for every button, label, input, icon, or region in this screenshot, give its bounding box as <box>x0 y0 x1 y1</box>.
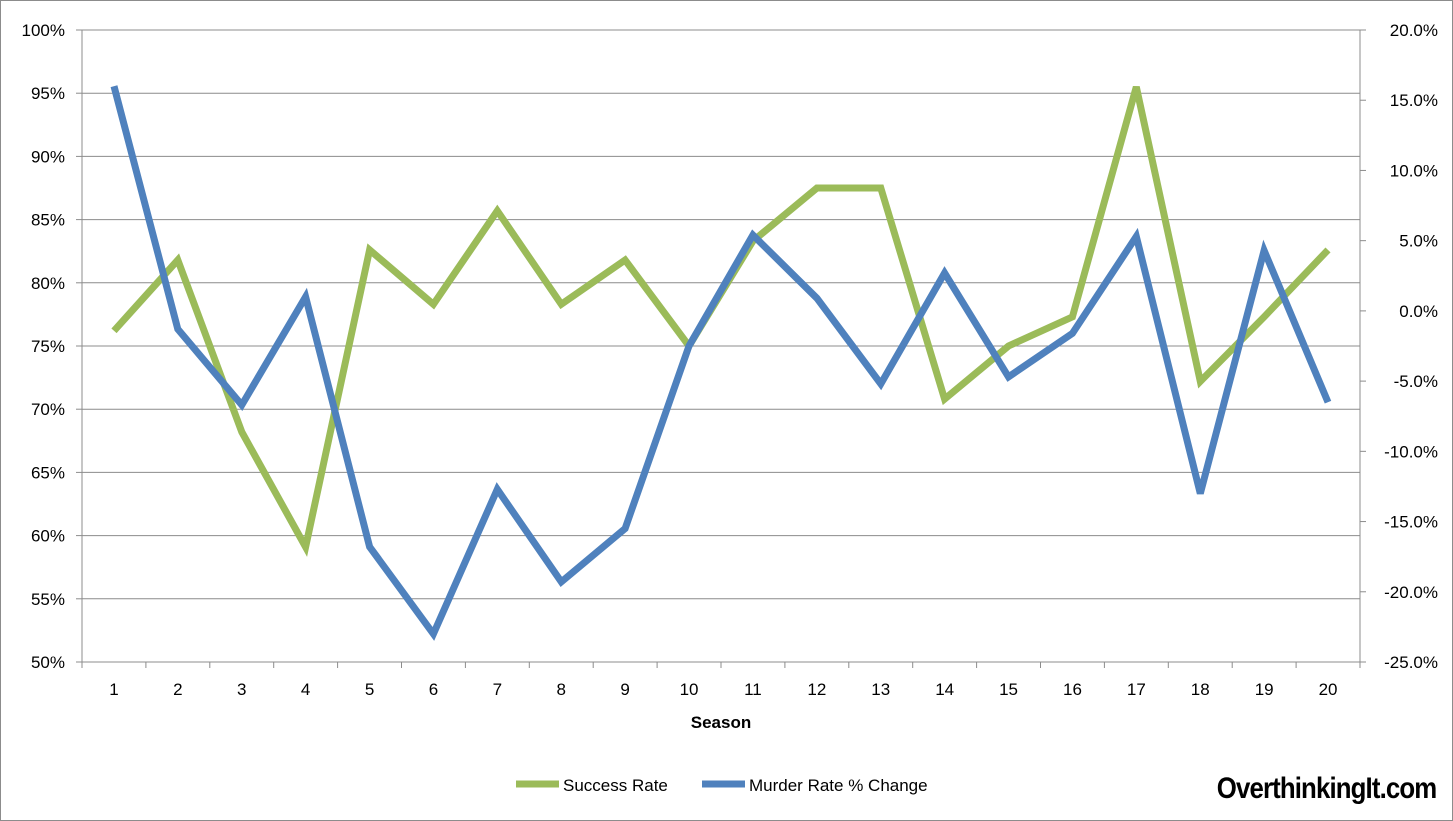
y-right-tick-label: 20.0% <box>1390 21 1438 40</box>
y-right-tick-label: -20.0% <box>1384 583 1438 602</box>
legend-label: Success Rate <box>563 776 668 795</box>
y-left-tick-label: 95% <box>31 84 65 103</box>
x-tick-label: 3 <box>237 680 246 699</box>
x-tick-label: 18 <box>1191 680 1210 699</box>
x-tick-label: 10 <box>680 680 699 699</box>
x-tick-label: 15 <box>999 680 1018 699</box>
x-tick-label: 12 <box>807 680 826 699</box>
y-left-tick-label: 55% <box>31 590 65 609</box>
y-right-tick-label: -10.0% <box>1384 442 1438 461</box>
x-tick-label: 2 <box>173 680 182 699</box>
y-left-tick-label: 100% <box>22 21 65 40</box>
x-tick-label: 19 <box>1255 680 1274 699</box>
y-right-tick-label: -5.0% <box>1394 372 1438 391</box>
y-left-tick-label: 80% <box>31 274 65 293</box>
x-tick-label: 13 <box>871 680 890 699</box>
y-right-tick-label: -15.0% <box>1384 513 1438 532</box>
x-tick-label: 8 <box>557 680 566 699</box>
y-right-tick-label: 15.0% <box>1390 91 1438 110</box>
x-tick-label: 17 <box>1127 680 1146 699</box>
y-left-tick-label: 90% <box>31 147 65 166</box>
watermark-logo: OverthinkingIt.com <box>1216 772 1436 805</box>
x-tick-label: 7 <box>493 680 502 699</box>
y-left-tick-label: 85% <box>31 211 65 230</box>
y-right-tick-label: -25.0% <box>1384 653 1438 672</box>
x-tick-label: 6 <box>429 680 438 699</box>
y-left-tick-label: 70% <box>31 400 65 419</box>
y-right-tick-label: 10.0% <box>1390 161 1438 180</box>
y-right-tick-label: 0.0% <box>1399 302 1438 321</box>
y-left-tick-label: 65% <box>31 463 65 482</box>
y-right-tick-label: 5.0% <box>1399 232 1438 251</box>
y-left-tick-label: 50% <box>31 653 65 672</box>
x-tick-label: 4 <box>301 680 310 699</box>
x-tick-label: 20 <box>1319 680 1338 699</box>
x-tick-label: 1 <box>109 680 118 699</box>
legend-label: Murder Rate % Change <box>749 776 928 795</box>
x-tick-label: 11 <box>744 680 762 699</box>
x-tick-label: 14 <box>935 680 954 699</box>
x-axis-title: Season <box>691 713 751 732</box>
series-line-2 <box>110 85 1332 641</box>
y-left-tick-label: 75% <box>31 337 65 356</box>
x-tick-label: 9 <box>620 680 629 699</box>
y-left-tick-label: 60% <box>31 527 65 546</box>
x-tick-label: 5 <box>365 680 374 699</box>
x-tick-label: 16 <box>1063 680 1082 699</box>
